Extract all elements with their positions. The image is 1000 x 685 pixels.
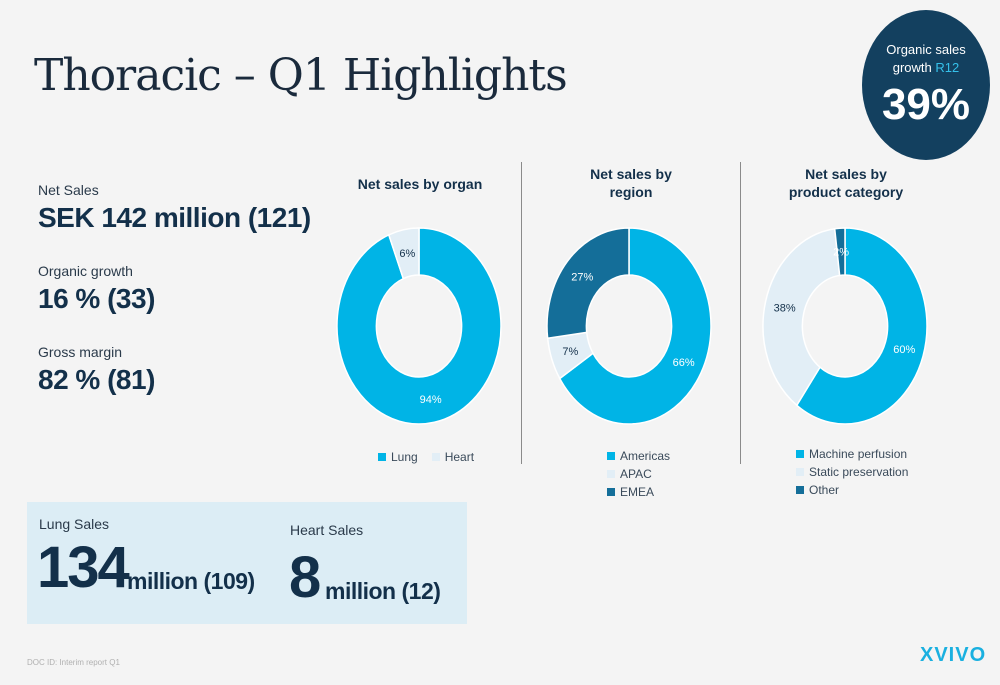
footer-doc-id: DOC ID: Interim report Q1 <box>27 658 120 667</box>
chart-divider-2 <box>740 162 741 464</box>
data-label-americas: 66% <box>673 357 695 369</box>
legend-item-other: Other <box>796 481 908 499</box>
net-sales-value: SEK 142 million (121) <box>38 202 311 233</box>
region-chart-title-line1: Net sales by <box>590 166 672 182</box>
data-label-heart: 6% <box>399 248 415 260</box>
organ-chart-title-line: Net sales by organ <box>357 176 483 192</box>
legend-swatch <box>607 488 615 496</box>
badge-value: 39% <box>881 80 971 129</box>
gross-margin-value: 82 % (81) <box>38 364 155 395</box>
product-chart-title-line1: Net sales by <box>805 166 887 182</box>
pie-slice-emea <box>546 227 630 340</box>
legend-label: APAC <box>620 467 652 481</box>
data-label-other: 2% <box>833 247 849 259</box>
data-label-emea: 27% <box>571 272 593 284</box>
legend-label: Machine perfusion <box>809 447 908 461</box>
legend-label: Heart <box>444 450 475 464</box>
legend-label: Lung <box>391 450 418 464</box>
data-label-apac: 7% <box>562 346 578 358</box>
legend-item-apac: APAC <box>607 465 670 483</box>
legend-swatch <box>431 453 440 461</box>
legend-item-static-preservation: Static preservation <box>796 463 908 481</box>
lung-sales-label: Lung Sales <box>39 516 110 532</box>
legend-item-emea: EMEA <box>607 483 670 501</box>
organic-growth-badge: Organic sales growth R12 39% <box>862 10 990 160</box>
xvivo-logo: XVIVO <box>920 644 987 666</box>
data-label-static-preservation: 38% <box>774 302 796 314</box>
organic-growth-value: 16 % (33) <box>38 283 155 314</box>
organ-legend: Lung Heart <box>378 448 474 466</box>
product-legend: Machine perfusion Static preservation Ot… <box>796 445 908 499</box>
organ-sales-box: Lung Sales 134 million (109) Heart Sales… <box>27 502 467 624</box>
region-chart-title-line2: region <box>609 184 653 200</box>
legend-swatch <box>607 452 615 460</box>
heart-sales-value: 8 <box>289 545 321 610</box>
pie-slice-americas <box>558 227 712 425</box>
lung-sales-suffix: million (109) <box>127 568 255 594</box>
organic-growth-label: Organic growth <box>38 263 133 279</box>
legend-item-americas: Americas <box>607 447 670 465</box>
badge-line1: Organic sales <box>886 42 966 57</box>
region-chart-title: Net sales by region <box>541 165 721 201</box>
pie-slice-static-preservation <box>762 227 841 407</box>
legend-swatch <box>796 450 804 458</box>
legend-swatch <box>378 453 386 461</box>
badge-line2-text: growth <box>892 60 932 75</box>
pie-slice-other <box>833 227 846 277</box>
gross-margin-label: Gross margin <box>38 344 123 360</box>
product-chart-title-line2: product category <box>788 184 904 200</box>
legend-swatch <box>796 486 804 494</box>
heart-sales-suffix: million (12) <box>325 578 441 604</box>
organ-donut-chart: 94% 6% <box>336 227 502 425</box>
organ-chart-title: Net sales by organ <box>330 175 510 193</box>
legend-item-lung: Lung <box>378 448 418 466</box>
region-donut-chart: 66% 7% 27% <box>546 227 712 425</box>
badge-r12: R12 <box>935 60 960 75</box>
legend-item-machine-perfusion: Machine perfusion <box>796 445 908 463</box>
legend-swatch <box>607 470 615 478</box>
lung-sales-value: 134 <box>37 535 130 600</box>
pie-slice-heart <box>387 227 420 280</box>
data-label-lung: 94% <box>420 394 442 406</box>
pie-slice-lung <box>336 227 502 425</box>
heart-sales-label: Heart Sales <box>290 522 364 538</box>
legend-label: Americas <box>620 449 671 463</box>
legend-label: Static preservation <box>809 465 909 479</box>
page-title: Thoracic – Q1 Highlights <box>34 50 568 101</box>
legend-label: EMEA <box>620 485 655 499</box>
chart-divider-1 <box>521 162 522 464</box>
legend-swatch <box>796 468 804 476</box>
badge-line2: growth R12 <box>862 60 990 75</box>
product-donut-chart: 60% 38% 2% <box>762 227 928 425</box>
legend-label: Other <box>809 483 840 497</box>
data-label-machine-perfusion: 60% <box>893 344 915 356</box>
legend-item-heart: Heart <box>431 448 475 466</box>
region-legend: Americas APAC EMEA <box>607 447 670 501</box>
product-chart-title: Net sales by product category <box>756 165 936 201</box>
pie-slice-machine-perfusion <box>795 227 928 425</box>
net-sales-label: Net Sales <box>38 182 99 198</box>
